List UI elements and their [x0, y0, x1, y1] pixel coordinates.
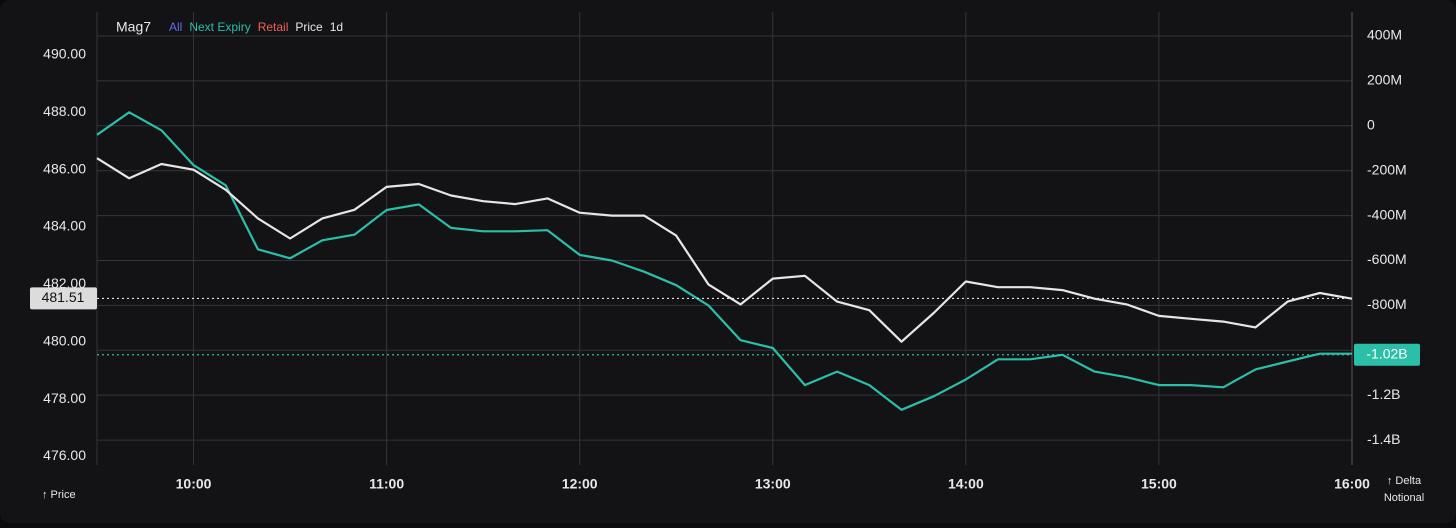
y2-tick-label: 200M [1367, 72, 1402, 88]
y2-tick-label: 400M [1367, 27, 1402, 43]
current-value-label: 481.51 [42, 289, 85, 305]
y-tick-label: 484.00 [43, 218, 86, 234]
legend-entry: Price [295, 20, 323, 34]
series-line [96, 157, 1353, 343]
current-value-box [30, 287, 97, 310]
current-value-box [1354, 343, 1420, 366]
y-tick-label: 480.00 [43, 332, 86, 348]
y2-tick-label: -1.4B [1367, 431, 1400, 447]
y2-tick-label: -1.2B [1367, 386, 1400, 402]
x-tick-label: 12:00 [562, 476, 598, 492]
y2-axis-title: ↑ Delta [1387, 475, 1422, 487]
y2-tick-label: -600M [1367, 251, 1407, 267]
y-tick-label: 476.00 [43, 447, 86, 463]
y-tick-label: 488.00 [43, 103, 86, 119]
y-tick-label: 490.00 [43, 46, 86, 62]
series-line [96, 111, 1352, 411]
legend-entry: Retail [258, 20, 289, 34]
y2-tick-label: -400M [1367, 206, 1407, 222]
y2-tick-label: 0 [1367, 117, 1375, 133]
y2-tick-label: -200M [1367, 161, 1407, 177]
x-tick-label: 13:00 [755, 476, 791, 492]
x-tick-label: 14:00 [948, 476, 984, 492]
y-tick-label: 478.00 [43, 390, 86, 406]
legend-entry: All [169, 20, 182, 34]
interval-label: 1d [330, 20, 343, 34]
x-tick-label: 16:00 [1334, 476, 1370, 492]
y-tick-label: 486.00 [43, 160, 86, 176]
y-tick-label: 482.00 [43, 275, 86, 291]
current-value-label: -1.02B [1366, 345, 1407, 361]
y-axis-title: ↑ Price [42, 489, 76, 501]
x-tick-label: 10:00 [176, 476, 212, 492]
y2-axis-title: Notional [1384, 492, 1424, 504]
y2-tick-label: -800M [1367, 296, 1407, 312]
x-tick-label: 15:00 [1141, 476, 1177, 492]
chart-title: Mag7 [116, 19, 151, 35]
legend-entry: Next Expiry [189, 20, 250, 34]
x-tick-label: 11:00 [369, 476, 404, 492]
